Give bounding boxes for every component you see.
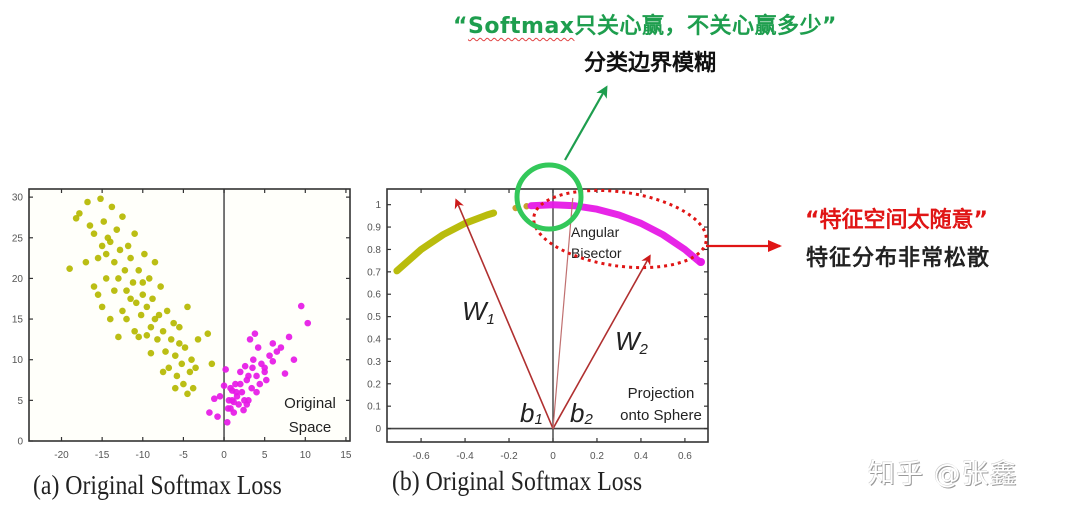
x-tick-label: 0 bbox=[550, 451, 556, 462]
vector-w2 bbox=[552, 254, 651, 429]
y-tick-label: 0.6 bbox=[367, 290, 381, 301]
plot-b-projection-onto-sphere: -0.6 -0.4 -0.2 0 0.2 0.4 0.6 0 0.1 0.2 0.3 0.4 0.5 0.… bbox=[367, 188, 709, 462]
annotation-overlay bbox=[514, 85, 782, 270]
right-annotation-title: “特征空间太随意” bbox=[805, 208, 988, 233]
y-tick-label: 1 bbox=[375, 200, 381, 211]
y-tick-label: 25 bbox=[12, 233, 24, 244]
x-tick-label: -20 bbox=[54, 450, 69, 461]
top-annotation-title: “Softmax只关心赢，不关心赢多少” bbox=[410, 8, 880, 40]
x-tick-label: -15 bbox=[95, 450, 110, 461]
vector-w1 bbox=[454, 198, 554, 429]
caption-a: (a) Original Softmax Loss bbox=[33, 470, 282, 500]
x-tick-label: 0.6 bbox=[678, 451, 692, 462]
top-annotation-subtitle: 分类边界模糊 bbox=[583, 51, 716, 76]
plot-frame bbox=[28, 188, 351, 442]
y-tick-label: 30 bbox=[12, 193, 24, 204]
x-tick-label: -10 bbox=[136, 450, 151, 461]
x-tick-label: 0.2 bbox=[590, 451, 604, 462]
x-tick-label: 10 bbox=[300, 450, 312, 461]
top-annotation-text: 只关心赢，不关心赢多少 bbox=[574, 14, 823, 39]
x-tick-label: -0.2 bbox=[500, 451, 518, 462]
plot-b-annotation: Projection onto Sphere bbox=[620, 385, 702, 424]
y-tick-label: 0.1 bbox=[367, 402, 381, 413]
x-tick-label: -5 bbox=[179, 450, 188, 461]
plot-frame bbox=[386, 188, 709, 443]
x-tick-label: 0 bbox=[221, 450, 227, 461]
quote-close: ” bbox=[822, 14, 837, 39]
x-tick-label: 15 bbox=[340, 450, 352, 461]
b1-label: b1 bbox=[520, 398, 543, 428]
vector-angular-bisector bbox=[552, 197, 574, 429]
watermark: 知乎 @张鑫 bbox=[868, 459, 1018, 490]
projected-arc bbox=[393, 209, 498, 275]
plot-a-original-space: -20 -15 -10 -5 0 5 10 15 0 5 10 15 20 25 30 Original Spa… bbox=[12, 188, 352, 461]
y-tick-label: 0.2 bbox=[367, 379, 381, 390]
x-tick-label: 5 bbox=[262, 450, 268, 461]
scatter-series bbox=[66, 195, 216, 398]
w2-label: W2 bbox=[615, 326, 649, 358]
plot-a-annotation: Original Space bbox=[284, 395, 336, 436]
loose-features-ellipse bbox=[532, 188, 708, 270]
y-tick-label: 0.3 bbox=[367, 357, 381, 368]
x-tick-label: -0.6 bbox=[412, 451, 430, 462]
angular-bisector-label: Angular Bisector bbox=[571, 224, 622, 261]
y-tick-label: 0.4 bbox=[367, 335, 381, 346]
right-annotation-subtitle: 特征分布非常松散 bbox=[806, 246, 991, 271]
quote-open: “ bbox=[453, 14, 468, 39]
scatter-series bbox=[206, 302, 312, 426]
softmax-word: Softmax bbox=[467, 14, 575, 39]
y-tick-label: 5 bbox=[17, 396, 23, 407]
b2-label: b2 bbox=[570, 398, 593, 428]
y-tick-label: 0.5 bbox=[367, 312, 381, 323]
y-tick-label: 0.8 bbox=[367, 245, 381, 256]
y-tick-label: 0 bbox=[17, 437, 23, 448]
y-tick-label: 10 bbox=[12, 355, 24, 366]
boundary-highlight-circle bbox=[514, 162, 584, 232]
green-pointer-arrow bbox=[564, 85, 608, 161]
x-tick-label: 0.4 bbox=[634, 451, 648, 462]
w1-label: W1 bbox=[462, 296, 495, 328]
y-tick-label: 15 bbox=[12, 315, 24, 326]
y-tick-label: 0.7 bbox=[367, 267, 381, 278]
projected-arc bbox=[527, 201, 704, 266]
y-tick-label: 0 bbox=[375, 424, 381, 435]
x-tick-label: -0.4 bbox=[456, 451, 474, 462]
y-tick-label: 20 bbox=[12, 274, 24, 285]
y-tick-label: 0.9 bbox=[367, 223, 381, 234]
caption-b: (b) Original Softmax Loss bbox=[392, 466, 643, 496]
